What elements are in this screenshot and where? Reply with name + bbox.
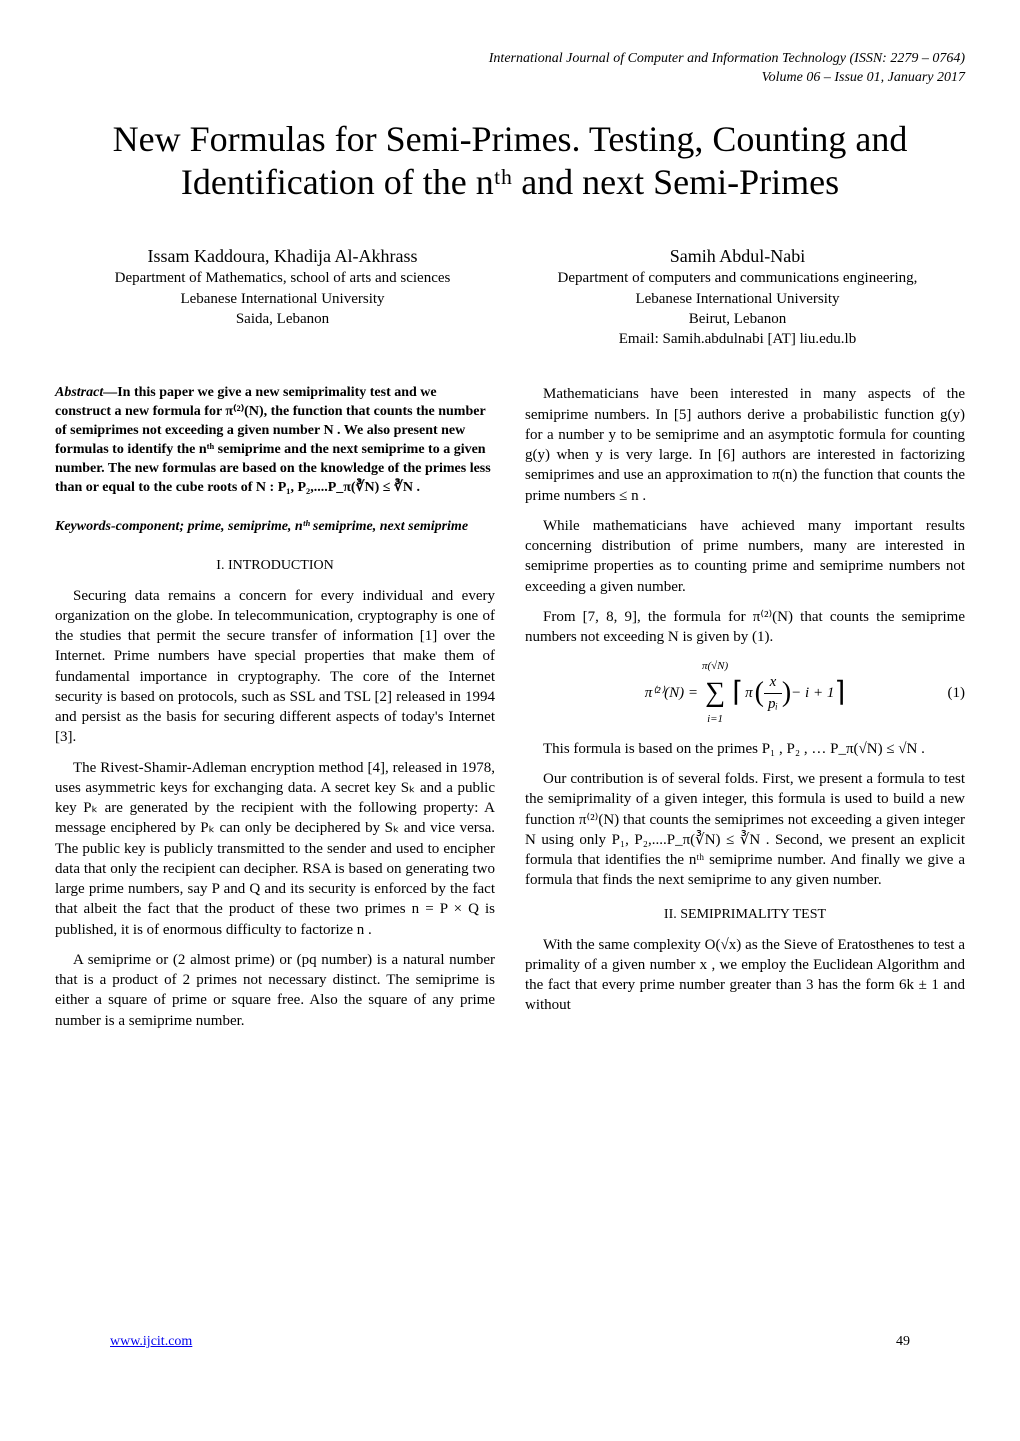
lceil-icon: ⌈	[732, 674, 743, 712]
footer-link[interactable]: www.ijcit.com	[110, 1333, 192, 1352]
eq1-frac-num: x	[764, 672, 782, 693]
eq1-frac-den: pᵢ	[764, 694, 782, 714]
abstract-label: Abstract—	[55, 385, 117, 400]
eq1-sum-bottom: i=1	[702, 712, 728, 727]
author-names-left: Issam Kaddoura, Khadija Al-Akhrass	[55, 244, 510, 268]
journal-header: International Journal of Computer and In…	[55, 50, 965, 88]
two-column-layout: Abstract—In this paper we give a new sem…	[55, 384, 965, 1040]
r-para-5: Our contribution is of several folds. Fi…	[525, 769, 965, 891]
eq1-sum-top: π(√N)	[702, 659, 728, 674]
abstract-block: Abstract—In this paper we give a new sem…	[55, 384, 495, 497]
rceil-icon: ⌉	[834, 674, 845, 712]
eq1-sum: π(√N) ∑ i=1	[702, 659, 728, 726]
footer-page-number: 49	[896, 1333, 910, 1352]
eq1-fraction: x pᵢ	[764, 672, 782, 714]
keywords: Keywords-component; prime, semiprime, nᵗ…	[55, 518, 495, 537]
eq1-tail: − i + 1	[791, 683, 834, 703]
author-aff-right-2: Lebanese International University	[510, 289, 965, 309]
s1-para-3: A semiprime or (2 almost prime) or (pq n…	[55, 950, 495, 1031]
author-block-right: Samih Abdul-Nabi Department of computers…	[510, 244, 965, 349]
author-aff-left-1: Department of Mathematics, school of art…	[55, 268, 510, 288]
author-block-left: Issam Kaddoura, Khadija Al-Akhrass Depar…	[55, 244, 510, 349]
journal-line1: International Journal of Computer and In…	[55, 50, 965, 69]
s1-para-2: The Rivest-Shamir-Adleman encryption met…	[55, 758, 495, 940]
r-para-4: This formula is based on the primes P₁ ,…	[525, 739, 965, 759]
author-email-right: Email: Samih.abdulnabi [AT] liu.edu.lb	[510, 329, 965, 349]
r-para-2: While mathematicians have achieved many …	[525, 516, 965, 597]
right-column: Mathematicians have been interested in m…	[525, 384, 965, 1040]
sigma-icon: ∑	[705, 677, 725, 708]
author-aff-right-3: Beirut, Lebanon	[510, 309, 965, 329]
r-para-3: From [7, 8, 9], the formula for π⁽²⁾(N) …	[525, 607, 965, 648]
author-aff-left-3: Saida, Lebanon	[55, 309, 510, 329]
rparen-icon: )	[782, 674, 791, 712]
paper-title: New Formulas for Semi-Primes. Testing, C…	[55, 118, 965, 204]
author-aff-left-2: Lebanese International University	[55, 289, 510, 309]
authors-row: Issam Kaddoura, Khadija Al-Akhrass Depar…	[55, 244, 965, 349]
author-aff-right-1: Department of computers and communicatio…	[510, 268, 965, 288]
section-1-heading: I. INTRODUCTION	[55, 557, 495, 576]
r-para-1: Mathematicians have been interested in m…	[525, 384, 965, 506]
left-column: Abstract—In this paper we give a new sem…	[55, 384, 495, 1040]
journal-line2: Volume 06 – Issue 01, January 2017	[55, 69, 965, 88]
eq1-number: (1)	[948, 683, 966, 703]
equation-1: π⁽²⁾(N) = π(√N) ∑ i=1 ⌈ π ( x pᵢ ) − i +…	[525, 659, 965, 726]
s2-para-1: With the same complexity O(√x) as the Si…	[525, 935, 965, 1016]
abstract-body: In this paper we give a new semiprimalit…	[55, 385, 491, 494]
author-names-right: Samih Abdul-Nabi	[510, 244, 965, 268]
s1-para-1: Securing data remains a concern for ever…	[55, 586, 495, 748]
section-2-heading: II. SEMIPRIMALITY TEST	[525, 906, 965, 925]
eq1-lhs: π⁽²⁾(N) =	[645, 683, 698, 703]
pi-icon: π	[745, 683, 753, 703]
lparen-icon: (	[755, 674, 764, 712]
